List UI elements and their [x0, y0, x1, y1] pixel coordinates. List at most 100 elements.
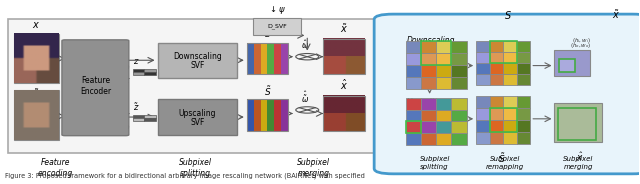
Bar	[490, 41, 503, 52]
Bar	[421, 109, 436, 121]
Bar	[476, 132, 490, 144]
Bar	[246, 43, 253, 75]
Text: Subpixel
splitting: Subpixel splitting	[179, 158, 212, 178]
Bar	[406, 109, 421, 121]
Bar	[476, 96, 490, 108]
Bar	[451, 109, 467, 121]
Text: $\tilde{z}$: $\tilde{z}$	[133, 101, 140, 113]
Bar	[451, 98, 467, 109]
Bar	[281, 43, 288, 75]
Text: $S$: $S$	[264, 28, 271, 39]
Bar	[253, 99, 260, 131]
Bar	[490, 74, 503, 85]
Text: Feature
encoding: Feature encoding	[38, 158, 73, 178]
Bar	[275, 43, 281, 75]
Bar	[323, 39, 365, 75]
Bar	[476, 74, 490, 85]
Bar	[145, 118, 156, 121]
FancyBboxPatch shape	[374, 14, 640, 174]
Bar	[133, 118, 145, 121]
Bar	[14, 34, 59, 83]
Bar	[157, 99, 237, 135]
Bar	[406, 53, 421, 65]
Bar	[503, 41, 516, 52]
Text: $z$: $z$	[133, 57, 140, 66]
Bar	[406, 121, 421, 133]
Text: $\hat{\omega}$: $\hat{\omega}$	[301, 39, 308, 51]
Bar	[421, 121, 436, 133]
Bar	[260, 99, 268, 131]
Text: $\phi$: $\phi$	[124, 61, 131, 74]
Bar	[281, 99, 288, 131]
Text: $\tilde{x}$: $\tilde{x}$	[340, 22, 348, 35]
Bar	[421, 133, 436, 145]
Text: $\downarrow\psi$: $\downarrow\psi$	[268, 4, 286, 16]
Text: D_SVF: D_SVF	[267, 24, 287, 29]
Text: $(h_i, w_i)$: $(h_i, w_i)$	[572, 36, 591, 45]
Text: $\tilde{S}$: $\tilde{S}$	[498, 151, 506, 164]
Text: Downscaling: Downscaling	[173, 52, 221, 61]
Bar	[490, 132, 503, 144]
Text: $S$: $S$	[504, 9, 512, 21]
Text: $\tilde{S}$: $\tilde{S}$	[264, 84, 271, 98]
Bar	[451, 77, 467, 89]
Bar	[246, 99, 253, 131]
Bar	[557, 108, 596, 140]
Bar	[253, 43, 260, 75]
Bar	[14, 90, 59, 140]
Bar	[503, 96, 516, 108]
Text: Figure 3: Proposed framework for a bidirectional arbitrary image rescaling netwo: Figure 3: Proposed framework for a bidir…	[4, 172, 364, 178]
Bar	[260, 43, 268, 75]
Bar	[516, 41, 531, 52]
Bar	[451, 53, 467, 65]
Bar	[490, 96, 503, 108]
Bar	[436, 65, 451, 77]
Bar	[421, 41, 451, 65]
Bar	[436, 53, 451, 65]
Bar	[421, 77, 436, 89]
Text: Subpixel
remapping: Subpixel remapping	[486, 156, 524, 170]
Text: $\tilde{x}$: $\tilde{x}$	[33, 87, 40, 100]
Text: $\hat{\phi}$: $\hat{\phi}$	[124, 118, 131, 135]
Bar	[490, 108, 503, 120]
Bar	[554, 103, 602, 142]
Text: $\tilde{x}$: $\tilde{x}$	[612, 8, 620, 21]
Bar	[406, 121, 421, 133]
Text: Encoder: Encoder	[80, 87, 111, 96]
Bar	[516, 120, 531, 132]
Bar	[516, 52, 531, 63]
Text: Subpixel
merging: Subpixel merging	[563, 156, 593, 170]
Bar	[516, 132, 531, 144]
Text: $\hat{z}$: $\hat{z}$	[124, 108, 131, 121]
Bar	[503, 120, 516, 132]
Bar	[436, 41, 451, 53]
Bar	[323, 96, 365, 131]
Bar	[133, 72, 145, 75]
Bar	[436, 98, 451, 109]
Bar	[157, 43, 237, 78]
Bar	[406, 98, 421, 109]
Text: Subpixel
splitting: Subpixel splitting	[419, 156, 450, 170]
Bar	[451, 41, 467, 53]
Bar	[246, 99, 288, 131]
Bar	[476, 63, 490, 74]
Text: $\hat{x}$: $\hat{x}$	[576, 151, 584, 163]
Bar	[268, 99, 275, 131]
Bar	[421, 65, 436, 77]
Bar	[503, 108, 516, 120]
Bar	[516, 96, 531, 108]
Text: SVF: SVF	[190, 61, 205, 70]
Bar	[476, 120, 490, 132]
Bar	[421, 41, 436, 53]
Bar	[490, 108, 516, 132]
Text: $\hat{x}$: $\hat{x}$	[340, 78, 348, 92]
Bar	[554, 50, 589, 76]
Bar	[268, 43, 275, 75]
Bar	[516, 63, 531, 74]
Text: Downscaling: Downscaling	[406, 36, 455, 45]
Bar	[406, 65, 421, 77]
Bar	[145, 115, 156, 118]
FancyBboxPatch shape	[62, 40, 129, 136]
Bar	[503, 132, 516, 144]
Bar	[516, 74, 531, 85]
